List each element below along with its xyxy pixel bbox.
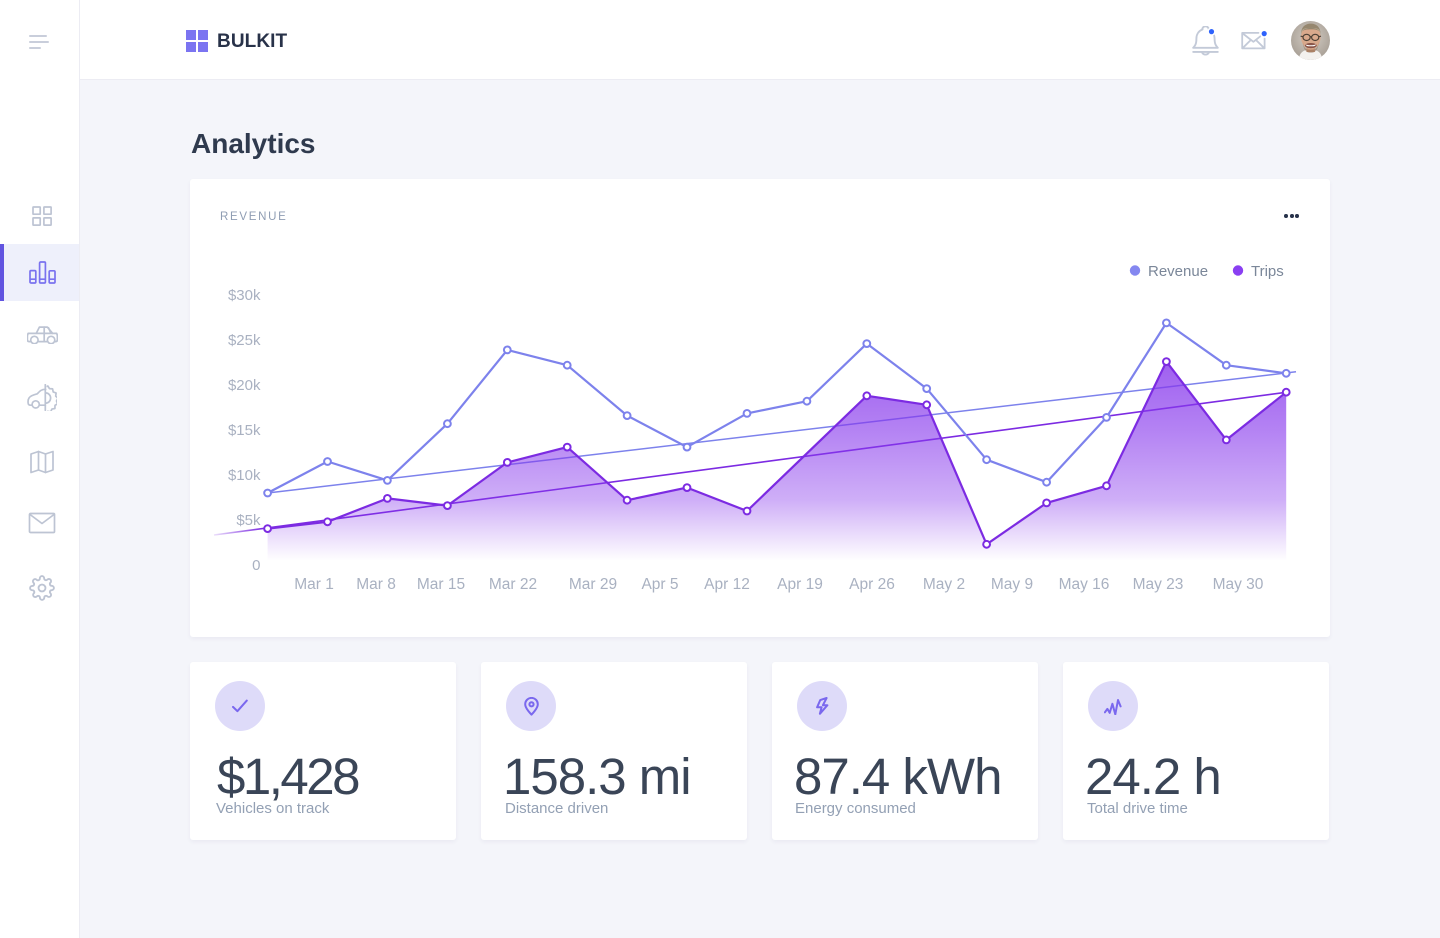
svg-text:May 2: May 2 [923,576,965,593]
svg-text:Mar 15: Mar 15 [417,576,465,593]
svg-text:$20k: $20k [228,377,261,394]
svg-text:$25k: $25k [228,332,261,349]
svg-text:$15k: $15k [228,422,261,439]
svg-text:$5k: $5k [236,512,261,529]
svg-text:Mar 22: Mar 22 [489,576,537,593]
svg-text:Apr 19: Apr 19 [777,576,823,593]
svg-text:Trips: Trips [1251,263,1284,280]
svg-text:Mar 8: Mar 8 [356,576,396,593]
svg-text:Apr 5: Apr 5 [641,576,678,593]
svg-text:$30k: $30k [228,287,261,304]
svg-text:May 16: May 16 [1059,576,1110,593]
svg-text:0: 0 [252,557,260,574]
svg-text:Apr 26: Apr 26 [849,576,895,593]
svg-text:Revenue: Revenue [1148,263,1208,280]
svg-text:Mar 29: Mar 29 [569,576,617,593]
svg-text:May 30: May 30 [1213,576,1264,593]
svg-text:$10k: $10k [228,467,261,484]
svg-text:Mar 1: Mar 1 [294,576,334,593]
svg-text:May 23: May 23 [1133,576,1184,593]
svg-text:Apr 12: Apr 12 [704,576,750,593]
svg-text:May 9: May 9 [991,576,1033,593]
